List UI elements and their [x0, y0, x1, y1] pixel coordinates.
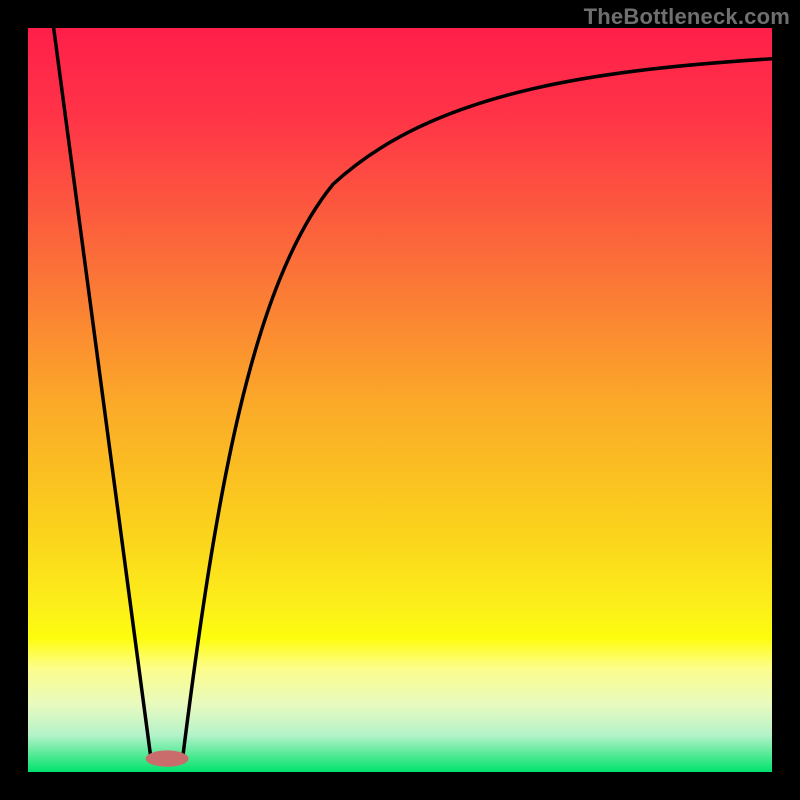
chart-svg	[0, 0, 800, 800]
watermark-text: TheBottleneck.com	[584, 4, 790, 30]
bottleneck-chart: TheBottleneck.com	[0, 0, 800, 800]
bottleneck-marker	[146, 750, 189, 766]
